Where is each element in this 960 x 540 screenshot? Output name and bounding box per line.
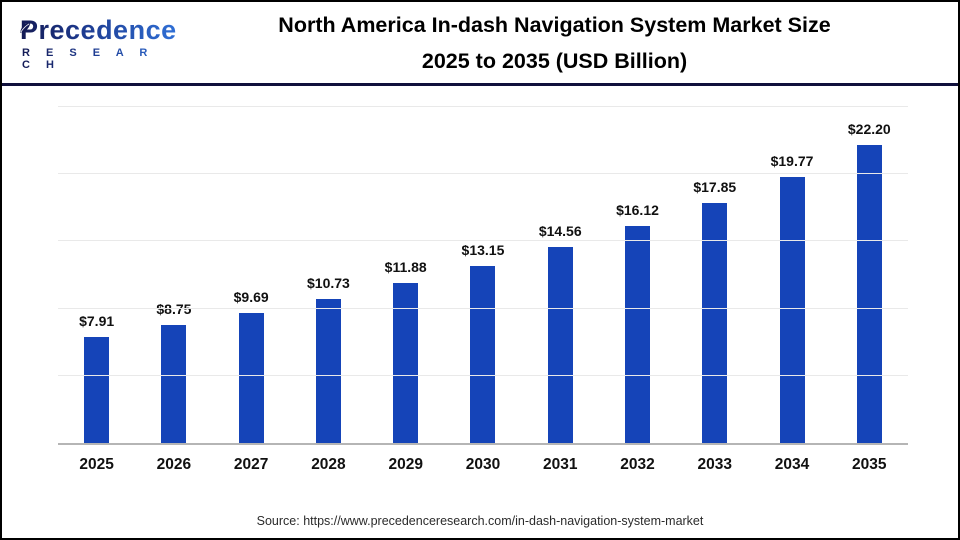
- bar: [161, 325, 187, 443]
- gridline: [58, 106, 908, 107]
- bar-column: $8.75: [135, 107, 212, 443]
- x-tick-label: 2033: [697, 456, 732, 473]
- bar: [84, 336, 110, 443]
- bar: [856, 144, 882, 443]
- x-tick-label: 2032: [620, 456, 655, 473]
- bar: [470, 266, 496, 443]
- bar-column: $22.20: [831, 107, 908, 443]
- bar-value-label: $19.77: [770, 153, 814, 170]
- gridline: [58, 307, 908, 309]
- bar-value-label: $13.15: [461, 242, 505, 259]
- bar: [547, 247, 573, 443]
- bar-value-label: $7.91: [79, 312, 115, 329]
- x-tick-label: 2026: [156, 456, 192, 473]
- brand-logo: Precedence R E S E A R C H: [2, 15, 177, 71]
- x-tick-label: 2028: [311, 456, 346, 473]
- bar: [702, 203, 728, 443]
- x-axis-labels: 2025 2026 2027 2028 2029 2030 2031 2032 2033 2034…: [58, 456, 908, 474]
- bar-value-label: $11.88: [384, 259, 427, 276]
- x-tick-label: 2030: [465, 456, 501, 473]
- bar: [393, 283, 419, 443]
- gridline: [58, 173, 908, 175]
- bar-value-label: $9.69: [233, 288, 269, 305]
- x-tick-label: 2031: [542, 456, 578, 473]
- bar: [779, 177, 805, 443]
- x-tick-label: 2034: [774, 456, 810, 473]
- bar-column: $10.73: [290, 107, 367, 443]
- bar-column: $16.12: [599, 107, 676, 443]
- bar-value-label: $22.20: [847, 120, 891, 137]
- bar-column: $14.56: [522, 107, 599, 443]
- bar-value-label: $8.75: [156, 301, 192, 318]
- bar-column: $9.69: [213, 107, 290, 443]
- x-tick-label: 2027: [233, 456, 269, 473]
- x-tick-label: 2025: [79, 456, 114, 473]
- brand-name: Precedence: [20, 14, 177, 45]
- bar-column: $11.88: [367, 107, 444, 443]
- page-title-line2: 2025 to 2035 (USD Billion): [421, 48, 688, 73]
- bar-value-label: $10.73: [307, 274, 350, 291]
- brand-subname: R E S E A R C H: [20, 47, 177, 71]
- plot-area: $7.91 $8.75 $9.69 $10.73 $11.88 $13.15 $14.56 $…: [58, 106, 908, 445]
- gridline: [58, 240, 908, 242]
- bar-value-label: $16.12: [616, 202, 659, 219]
- source-text: Source: https://www.precedenceresearch.c…: [256, 514, 704, 528]
- bar-columns: $7.91 $8.75 $9.69 $10.73 $11.88 $13.15 $14.56 $…: [58, 107, 908, 443]
- leaf-icon: [20, 21, 31, 33]
- x-tick-label: 2035: [852, 456, 887, 473]
- bar-column: $19.77: [753, 107, 830, 443]
- bar: [624, 226, 650, 443]
- gridline: [58, 374, 908, 376]
- source-line: Source: https://www.precedenceresearch.c…: [2, 514, 958, 528]
- bar-column: $13.15: [444, 107, 521, 443]
- header: Precedence R E S E A R C H North America…: [2, 2, 958, 86]
- x-tick-label: 2029: [388, 456, 423, 473]
- bar-column: $17.85: [676, 107, 753, 443]
- bar: [315, 298, 341, 443]
- bar-value-label: $14.56: [538, 223, 582, 240]
- bar: [238, 312, 264, 443]
- page-title-line1: North America In-dash Navigation System …: [278, 12, 831, 37]
- bar-column: $7.91: [58, 107, 135, 443]
- page-title: North America In-dash Navigation System …: [177, 7, 958, 79]
- bar-value-label: $17.85: [693, 179, 737, 196]
